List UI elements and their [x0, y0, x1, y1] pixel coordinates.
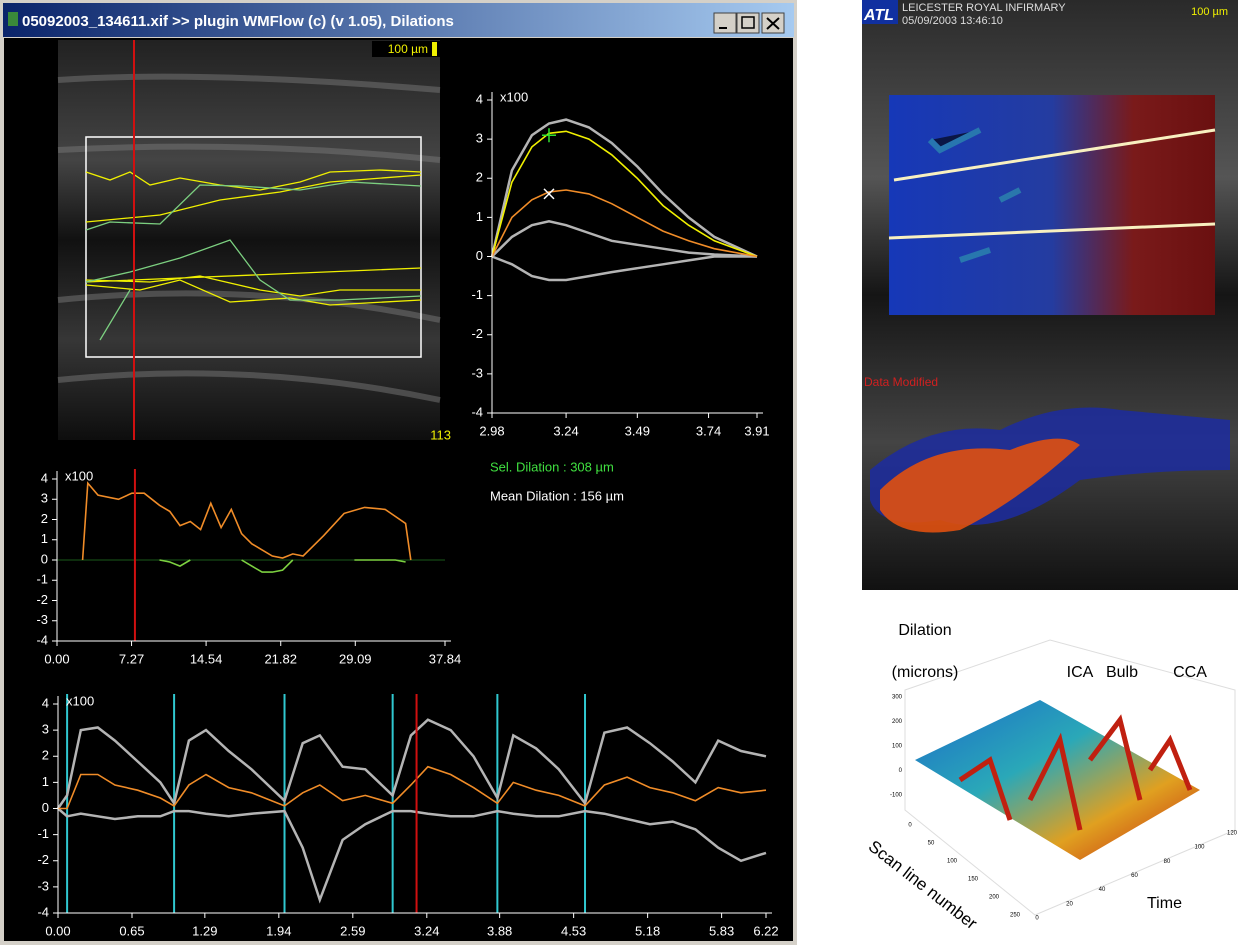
x-tick-label: 6.22: [753, 923, 778, 938]
y-tick-label: 120: [1227, 831, 1238, 837]
minimize-button[interactable]: [714, 13, 736, 33]
x-tick-label: 3.91: [744, 423, 769, 438]
surface: [915, 700, 1200, 860]
x-tick-label: 3.88: [487, 923, 512, 938]
y-tick-label: -2: [471, 326, 483, 341]
y-tick-label: 0: [42, 800, 49, 815]
y-tick-label: 40: [1099, 887, 1106, 893]
x-tick-label: 150: [968, 877, 979, 883]
y-multiplier: x100: [65, 468, 93, 483]
y-tick-label: -1: [36, 572, 48, 587]
x-tick-label: 14.54: [190, 651, 223, 666]
y-tick-label: 3: [42, 722, 49, 737]
y-tick-label: 1: [476, 209, 483, 224]
z-tick-label: -100: [890, 793, 903, 799]
y-tick-label: 4: [41, 470, 48, 485]
us-scale-label: 100 µm: [1191, 6, 1228, 18]
y-tick-label: 2: [41, 511, 48, 526]
x-tick-label: 2.98: [479, 423, 504, 438]
y-tick-label: 2: [42, 748, 49, 763]
x-tick-label: 0: [908, 823, 912, 829]
y-tick-label: 0: [1035, 916, 1039, 922]
page: 05092003_134611.xif >> plugin WMFlow (c)…: [0, 0, 1238, 945]
x-tick-label: 100: [947, 859, 958, 865]
region-label: ICA: [1067, 664, 1094, 681]
region-label: Bulb: [1106, 664, 1138, 681]
y-tick-label: 2: [476, 170, 483, 185]
z-tick-label: 0: [899, 768, 903, 774]
scale-label: 100 µm: [388, 42, 428, 56]
x-tick-label: 7.27: [119, 651, 144, 666]
timestamp: 05/09/2003 13:46:10: [902, 15, 1003, 27]
z-label: Dilation: [898, 622, 951, 639]
x-tick-label: 2.59: [340, 923, 365, 938]
mean-dilation: Mean Dilation : 156 µm: [490, 488, 624, 503]
z-label: (microns): [892, 664, 959, 681]
y-tick-label: 100: [1194, 845, 1205, 851]
y-tick-label: -3: [471, 365, 483, 380]
x-tick-label: 5.18: [635, 923, 660, 938]
x-tick-label: 3.49: [625, 423, 650, 438]
x-tick-label: 21.82: [264, 651, 297, 666]
x-tick-label: 5.83: [709, 923, 734, 938]
y-multiplier: x100: [500, 89, 528, 104]
screen: 05092003_134611.xif >> plugin WMFlow (c)…: [0, 0, 1238, 945]
x-tick-label: 3.74: [696, 423, 721, 438]
x-tick-label: 0.00: [45, 923, 70, 938]
z-tick-label: 200: [892, 719, 903, 725]
x-tick-label: 1.29: [192, 923, 217, 938]
y-tick-label: -4: [36, 632, 48, 647]
y-tick-label: 1: [41, 531, 48, 546]
x-tick-label: 1.94: [266, 923, 291, 938]
x-tick-label: 37.84: [429, 651, 462, 666]
y-tick-label: -3: [37, 878, 49, 893]
x-tick-label: 0.65: [119, 923, 144, 938]
x-tick-label: 0.00: [44, 651, 69, 666]
frame-number: 113: [430, 427, 451, 442]
logo: ATL: [863, 7, 894, 24]
maximize-button[interactable]: [737, 13, 759, 33]
z-tick-label: 300: [892, 695, 903, 701]
x-tick-label: 250: [1010, 913, 1021, 919]
colorflow-region: [889, 95, 1215, 315]
y-tick-label: 0: [476, 248, 483, 263]
x-tick-label: 3.24: [414, 923, 439, 938]
y-tick-label: 4: [476, 91, 483, 106]
x-tick-label: 50: [928, 841, 935, 847]
surface-plot: Dilation (microns) Scan line number Time…: [865, 622, 1238, 933]
x-axis-label: Scan line number: [865, 837, 981, 934]
z-tick-label: 100: [892, 744, 903, 750]
y-axis-label: Time: [1147, 895, 1182, 912]
scale-bar: [432, 42, 437, 56]
y-tick-label: 1: [42, 774, 49, 789]
region-label: CCA: [1173, 664, 1207, 681]
y-tick-label: -4: [37, 904, 49, 919]
y-tick-label: 3: [476, 131, 483, 146]
app-icon: [8, 12, 18, 26]
y-tick-label: -2: [36, 592, 48, 607]
x-tick-label: 3.24: [553, 423, 578, 438]
y-tick-label: 3: [41, 491, 48, 506]
window-buttons[interactable]: [714, 13, 784, 33]
y-tick-label: 80: [1164, 859, 1171, 865]
y-tick-label: -1: [37, 826, 49, 841]
y-multiplier: x100: [66, 693, 94, 708]
x-tick-label: 200: [989, 895, 1000, 901]
y-tick-label: 0: [41, 551, 48, 566]
y-tick-label: -1: [471, 287, 483, 302]
x-tick-label: 29.09: [339, 651, 372, 666]
window-title: 05092003_134611.xif >> plugin WMFlow (c)…: [22, 13, 454, 30]
x-tick-label: 4.53: [561, 923, 586, 938]
y-tick-label: -4: [471, 404, 483, 419]
status: Data Modified: [864, 375, 938, 389]
y-tick-label: -2: [37, 852, 49, 867]
selected-dilation: Sel. Dilation : 308 µm: [490, 459, 614, 474]
y-tick-label: -3: [36, 612, 48, 627]
institution: LEICESTER ROYAL INFIRMARY: [902, 2, 1066, 14]
ultrasound-image: [58, 40, 440, 440]
y-tick-label: 60: [1131, 873, 1138, 879]
y-tick-label: 20: [1066, 901, 1073, 907]
y-tick-label: 4: [42, 695, 49, 710]
